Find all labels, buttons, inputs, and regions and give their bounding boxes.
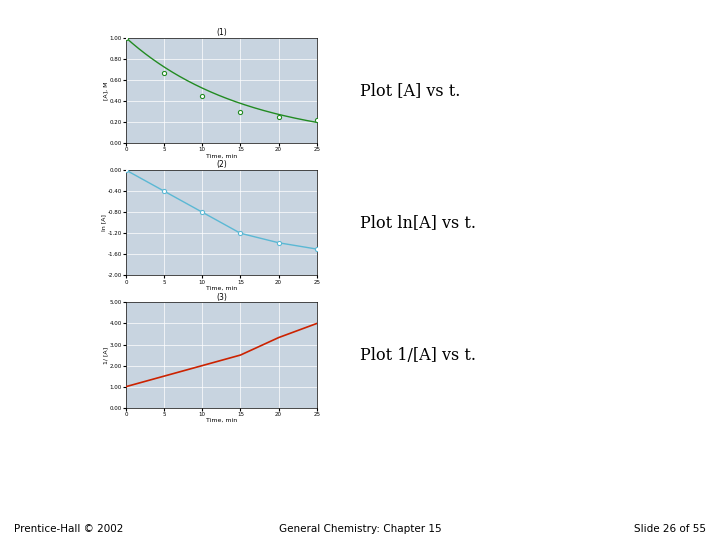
Y-axis label: 1/ [A]: 1/ [A] bbox=[103, 347, 108, 363]
X-axis label: Time, min: Time, min bbox=[206, 286, 237, 291]
Text: Prentice-Hall © 2002: Prentice-Hall © 2002 bbox=[14, 523, 124, 534]
Text: Testing for a Rate Law: Testing for a Rate Law bbox=[200, 19, 520, 46]
Title: (2): (2) bbox=[216, 160, 227, 170]
Text: Slide 26 of 55: Slide 26 of 55 bbox=[634, 523, 706, 534]
X-axis label: Time, min: Time, min bbox=[206, 418, 237, 423]
Text: General Chemistry: Chapter 15: General Chemistry: Chapter 15 bbox=[279, 523, 441, 534]
Y-axis label: ln [A]: ln [A] bbox=[102, 214, 106, 231]
X-axis label: Time, min: Time, min bbox=[206, 154, 237, 159]
Text: Plot ln[A] vs t.: Plot ln[A] vs t. bbox=[360, 214, 476, 231]
Y-axis label: [A], M: [A], M bbox=[103, 81, 108, 100]
Title: (3): (3) bbox=[216, 293, 227, 302]
Text: Plot [A] vs t.: Plot [A] vs t. bbox=[360, 82, 460, 99]
Text: Plot 1/[A] vs t.: Plot 1/[A] vs t. bbox=[360, 347, 476, 363]
Title: (1): (1) bbox=[216, 28, 227, 37]
